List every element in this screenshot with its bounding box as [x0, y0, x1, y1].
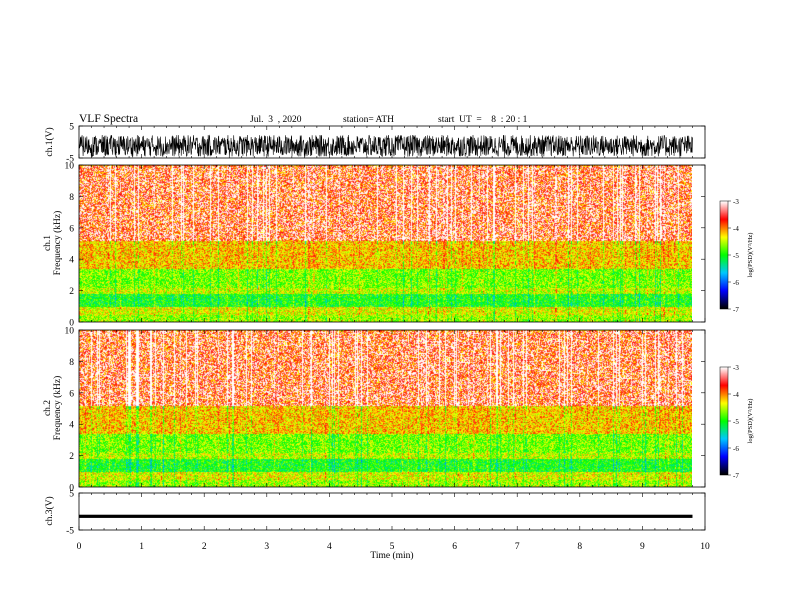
- ch1-colorbar-gradient: [720, 201, 728, 309]
- ch1-spec-ylabel: ch.1: [43, 235, 53, 251]
- xtick-label: 0: [77, 542, 82, 552]
- ch1-ytick-label: -5: [66, 155, 74, 165]
- ch2-spec-ytick-label: 10: [65, 327, 75, 337]
- start-time-label: start UT = 8 : 20 : 1: [438, 115, 528, 125]
- ch2-spec-ylabel: Frequency (kHz): [52, 376, 63, 441]
- ch1-spec-ytick-label: 10: [65, 162, 75, 172]
- ch2-spec-ytick-label: 8: [69, 358, 74, 368]
- ch2-spec-ytick-label: 6: [69, 389, 74, 399]
- ch1-spec-ytick-label: 6: [69, 224, 74, 234]
- ch3-ylabel: ch.3(V): [44, 496, 55, 525]
- xtick-label: 2: [202, 542, 207, 552]
- xtick-label: 1: [139, 542, 144, 552]
- ch2-spec-ytick-label: 0: [69, 484, 74, 494]
- ch1-spec-ytick-label: 2: [69, 287, 74, 297]
- ch2-colorbar-label: log(PSD)(V²/Hz): [747, 399, 754, 444]
- ch2-spec-ylabel: ch.2: [43, 400, 53, 416]
- xtick-label: 4: [327, 542, 332, 552]
- ch3-ytick-label: 5: [69, 490, 74, 500]
- xtick-label: 6: [452, 542, 457, 552]
- ch1-waveform-trace: [78, 134, 693, 158]
- ch1-colorbar-label: log(PSD)(V²/Hz): [747, 233, 754, 278]
- ch1-colorbar-tick-label: -6: [733, 279, 739, 287]
- ch1-spectrogram-image: [79, 165, 692, 322]
- ch2-spec-ytick-label: 4: [69, 421, 74, 431]
- ch1-spec-ytick-label: 4: [69, 256, 74, 266]
- xtick-label: 7: [515, 542, 520, 552]
- figure-title: VLF Spectra: [79, 113, 139, 125]
- ch3-frame: [78, 492, 706, 531]
- ch2-spec-ytick-label: 2: [69, 452, 74, 462]
- ch2-colorbar-tick-label: -6: [733, 445, 739, 453]
- colorbars: -3 -4 -5 -6 -7 log(PSD)(V²/Hz) -3 -4 -5 -6 -7 log(P…: [719, 198, 754, 480]
- ch1-colorbar-tick-label: -5: [733, 252, 739, 260]
- xtick-label: 9: [640, 542, 645, 552]
- station-label: station= ATH: [343, 115, 395, 125]
- xaxis-label: Time (min): [370, 550, 413, 561]
- xtick-label: 3: [264, 542, 269, 552]
- ch2-colorbar-tick-label: -5: [733, 418, 739, 426]
- spectrogram-images: [79, 165, 692, 487]
- ch2-colorbar-tick-label: -4: [733, 391, 739, 399]
- ch1-ylabel: ch.1(V): [44, 127, 55, 156]
- ch1-spec-ytick-label: 0: [69, 319, 74, 329]
- ch2-colorbar-tick-label: -3: [733, 364, 739, 372]
- ch2-spectrogram-image: [79, 330, 692, 487]
- ch2-colorbar-tick-label: -7: [733, 472, 739, 480]
- ch1-colorbar-tick-label: -3: [733, 198, 739, 206]
- axes: [78, 125, 706, 531]
- ch1-spec-ytick-label: 8: [69, 193, 74, 203]
- ch1-ytick-label: 5: [69, 123, 74, 133]
- xtick-label: 5: [390, 542, 395, 552]
- xtick-label: 8: [577, 542, 582, 552]
- ch1-colorbar-tick-label: -4: [733, 225, 739, 233]
- date-label: Jul. 3 , 2020: [250, 115, 302, 125]
- ch1-colorbar-tick-label: -7: [733, 306, 739, 314]
- waveform-traces: [78, 134, 693, 518]
- ch3-ytick-label: -5: [66, 527, 74, 537]
- ch3-waveform-trace: [79, 514, 693, 518]
- ch1-spec-ylabel: Frequency (kHz): [52, 211, 63, 276]
- ch2-colorbar-gradient: [720, 367, 728, 475]
- xtick-label: 10: [700, 542, 710, 552]
